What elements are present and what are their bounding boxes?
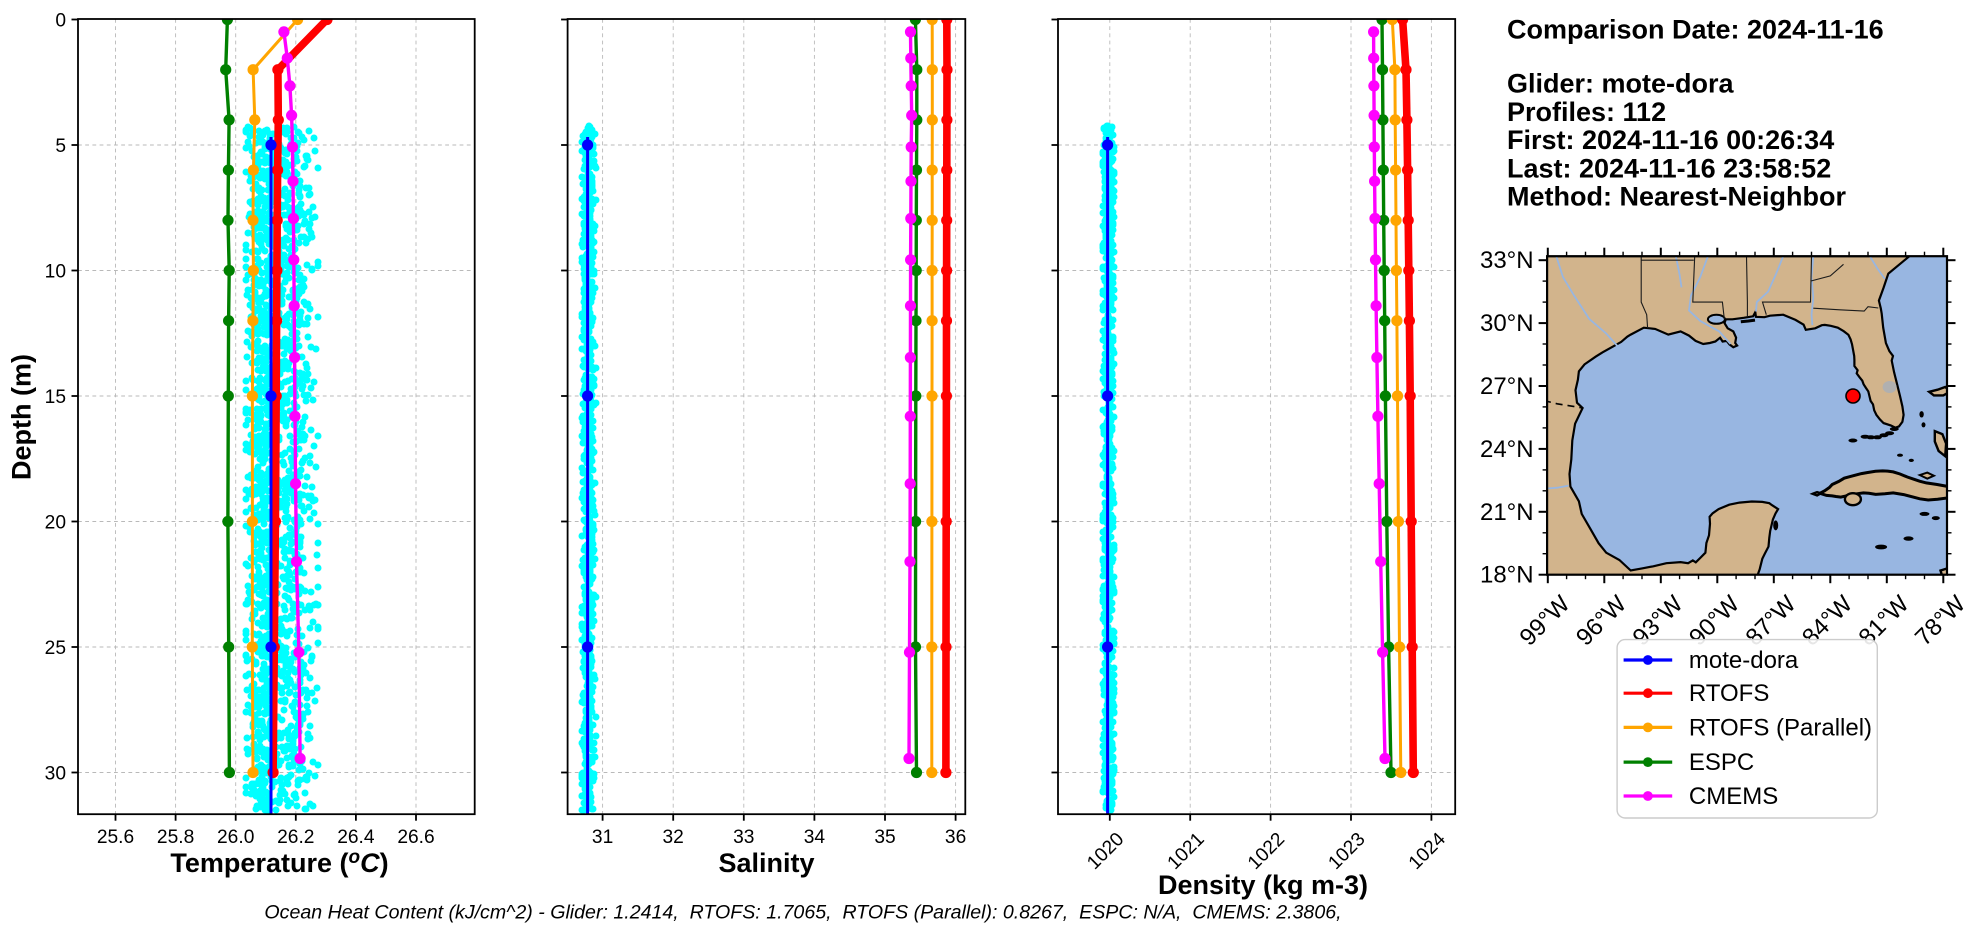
svg-text:Salinity: Salinity [718, 848, 814, 878]
svg-text:25.6: 25.6 [97, 827, 134, 848]
svg-text:30°N: 30°N [1480, 310, 1534, 337]
svg-text:Last: 2024-11-16 23:58:52: Last: 2024-11-16 23:58:52 [1507, 153, 1831, 183]
svg-text:35: 35 [874, 827, 895, 848]
svg-text:Method: Nearest-Neighbor: Method: Nearest-Neighbor [1507, 182, 1847, 212]
svg-text:24°N: 24°N [1480, 436, 1534, 463]
svg-text:20: 20 [45, 513, 66, 534]
svg-text:Density (kg m-3): Density (kg m-3) [1158, 870, 1368, 900]
svg-text:18°N: 18°N [1480, 562, 1534, 589]
svg-text:31: 31 [592, 827, 613, 848]
svg-text:33: 33 [733, 827, 754, 848]
svg-text:26.6: 26.6 [397, 827, 434, 848]
svg-text:33°N: 33°N [1480, 247, 1534, 274]
svg-text:27°N: 27°N [1480, 373, 1534, 400]
svg-text:CMEMS: CMEMS [1689, 783, 1778, 810]
svg-text:26.0: 26.0 [217, 827, 254, 848]
svg-text:RTOFS: RTOFS [1689, 680, 1769, 707]
svg-text:10: 10 [45, 262, 66, 283]
svg-text:ESPC: ESPC [1689, 749, 1754, 776]
svg-text:34: 34 [804, 827, 826, 848]
svg-text:Depth (m): Depth (m) [7, 354, 37, 480]
svg-text:21°N: 21°N [1480, 499, 1534, 526]
svg-text:Ocean Heat Content (kJ/cm^2) -: Ocean Heat Content (kJ/cm^2) - Glider: 1… [264, 902, 1341, 924]
svg-text:32: 32 [663, 827, 684, 848]
svg-text:30: 30 [45, 764, 66, 785]
svg-text:Profiles: 112: Profiles: 112 [1507, 97, 1666, 127]
svg-text:Glider: mote-dora: Glider: mote-dora [1507, 69, 1735, 99]
svg-text:Comparison Date: 2024-11-16: Comparison Date: 2024-11-16 [1507, 15, 1884, 45]
svg-text:First: 2024-11-16 00:26:34: First: 2024-11-16 00:26:34 [1507, 125, 1834, 155]
svg-text:RTOFS (Parallel): RTOFS (Parallel) [1689, 714, 1872, 741]
svg-text:25: 25 [45, 638, 66, 659]
svg-text:26.4: 26.4 [337, 827, 375, 848]
svg-text:15: 15 [45, 387, 66, 408]
svg-text:0: 0 [55, 11, 66, 32]
svg-text:26.2: 26.2 [277, 827, 314, 848]
svg-text:36: 36 [945, 827, 966, 848]
svg-text:25.8: 25.8 [157, 827, 194, 848]
svg-text:mote-dora: mote-dora [1689, 647, 1799, 674]
svg-text:5: 5 [55, 136, 66, 157]
